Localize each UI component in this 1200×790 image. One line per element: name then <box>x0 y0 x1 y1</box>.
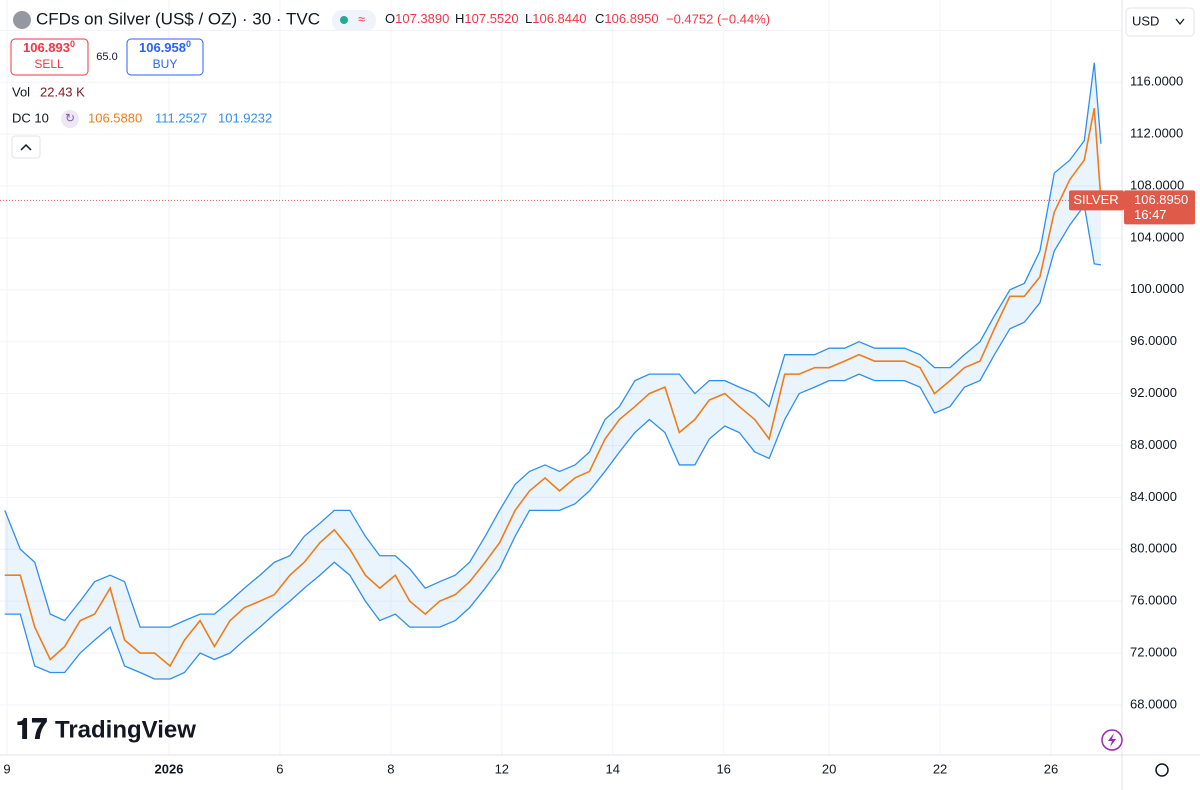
price-tag-time: 16:47 <box>1134 207 1167 222</box>
ohlc-value: 107.5520 <box>464 11 518 26</box>
symbol: CFDs on Silver (US$ / OZ) · 30 · TVC <box>36 9 320 28</box>
buy-price-sup: 0 <box>186 39 191 49</box>
market-open <box>340 16 348 24</box>
price-tag <box>1124 190 1195 225</box>
axes: 68.0000 72.0000 76.0000 80.0000 84.0000 88.00… <box>3 22 1195 776</box>
ohlc-key: L <box>525 11 532 26</box>
ohlc-key: H <box>455 11 464 26</box>
lightning-icon <box>1108 733 1116 747</box>
channel-line <box>4 203 1102 680</box>
channel-fill <box>4 62 1101 679</box>
sell-price-main: 106.893 <box>23 40 70 55</box>
buy-price: 106.9580 <box>139 39 191 55</box>
y-tick-label: 72.0000 <box>1130 644 1177 659</box>
sell-price: 106.8930 <box>23 39 75 55</box>
ohlc-key: C <box>595 11 604 26</box>
status-icon: ≈ <box>358 11 365 26</box>
settings-button[interactable] <box>1155 763 1169 777</box>
change: −0.4752 (−0.44%) <box>666 11 770 26</box>
currency-button[interactable] <box>1125 7 1195 37</box>
vol-value: 22.43 K <box>40 84 85 99</box>
price-line <box>4 108 1102 668</box>
ohlc-value: 107.3890 <box>395 11 449 26</box>
y-tick-label: 68.0000 <box>1130 696 1177 711</box>
y-tick-label: 116.0000 <box>1130 74 1183 89</box>
buy-label: BUY <box>153 57 178 71</box>
x-tick-label: 22 <box>933 761 947 776</box>
ohlc-item: C106.8950 <box>595 11 659 26</box>
sell-price-sup: 0 <box>70 39 75 49</box>
lines <box>0 62 1122 680</box>
x-tick-label: 9 <box>3 761 10 776</box>
x-tick-label: 6 <box>276 761 283 776</box>
x-tick-label: 8 <box>387 761 394 776</box>
x-tick-label: 20 <box>822 761 836 776</box>
ohlc-key: O <box>385 11 395 26</box>
status-pill <box>332 10 376 31</box>
channel-line <box>4 62 1102 628</box>
dc-upper: 111.2527 <box>155 110 207 125</box>
y-tick-label: 92.0000 <box>1130 385 1177 400</box>
x-tick-label: 26 <box>1044 761 1058 776</box>
x-tick-label: 2026 <box>155 761 184 776</box>
collapse-button[interactable] <box>11 135 41 159</box>
buy-button[interactable] <box>126 38 204 76</box>
y-tick-label: 112.0000 <box>1130 126 1183 141</box>
x-tick-label: 12 <box>495 761 509 776</box>
y-tick-label: 76.0000 <box>1130 593 1177 608</box>
currency-caret <box>1175 18 1185 26</box>
ohlc-value: 106.8950 <box>604 11 658 26</box>
spread: 65.0 <box>96 51 117 63</box>
x-tick-label: 14 <box>606 761 620 776</box>
y-tick-label: 88.0000 <box>1130 437 1177 452</box>
price-tag-value: 106.8950 <box>1134 192 1188 207</box>
y-tick-label: 96.0000 <box>1130 333 1177 348</box>
logo-mark: 𝟏𝟕 <box>16 713 48 744</box>
buy-price-main: 106.958 <box>139 40 186 55</box>
y-tick-label: 108.0000 <box>1130 177 1184 192</box>
grid <box>0 0 1122 755</box>
dc-basis: 106.5880 <box>88 110 142 125</box>
brand: TradingView <box>55 716 196 743</box>
dc-icon-glyph: ↻ <box>65 111 75 125</box>
vol-label: Vol <box>12 84 30 99</box>
sell-button[interactable] <box>10 38 89 76</box>
symbol-tag <box>1069 190 1124 211</box>
y-tick-label: 100.0000 <box>1130 281 1184 296</box>
dc-label: DC 10 <box>12 110 49 125</box>
ohlc-item: O107.3890 <box>385 11 449 26</box>
y-tick-label: 80.0000 <box>1130 541 1177 556</box>
x-tick-label: 16 <box>716 761 730 776</box>
y-tick-label: 104.0000 <box>1130 229 1184 244</box>
dc-icon[interactable] <box>61 110 79 128</box>
collapse-icon <box>20 143 32 151</box>
sell-label: SELL <box>34 57 64 71</box>
dc-lower: 101.9232 <box>218 110 272 125</box>
ohlc-item: L106.8440 <box>525 11 586 26</box>
symbol-tag-label: SILVER <box>1073 192 1118 207</box>
ohlc-item: H107.5520 <box>455 11 519 26</box>
ohlc: O107.3890 H107.5520 L106.8440 C106.8950 <box>385 11 659 26</box>
y-tick-label: 84.0000 <box>1130 489 1177 504</box>
symbol-icon <box>13 11 31 29</box>
currency: USD <box>1132 13 1159 28</box>
ohlc-value: 106.8440 <box>532 11 586 26</box>
